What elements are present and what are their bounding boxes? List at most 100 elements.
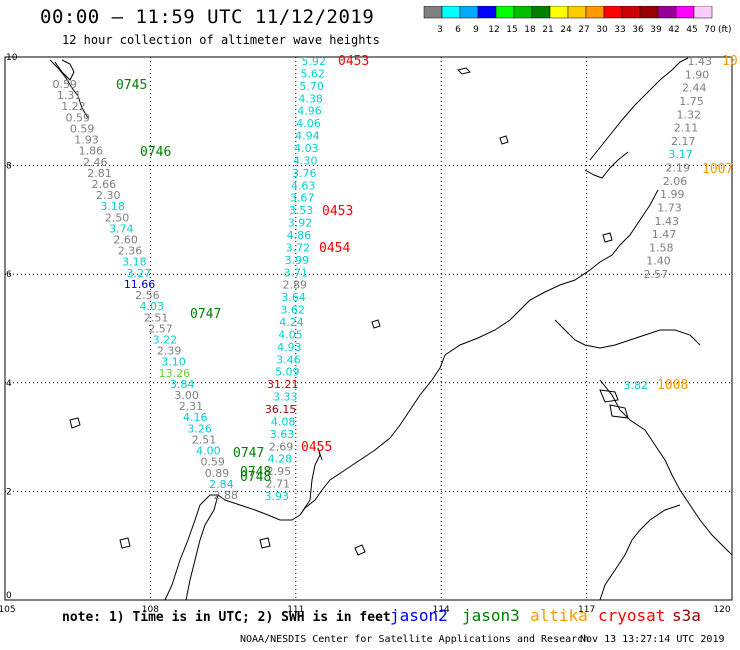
pass-time-label: 0747 bbox=[233, 446, 264, 461]
wave-height-value: 1.99 bbox=[660, 188, 685, 201]
wave-height-value: 2.60 bbox=[113, 234, 138, 247]
color-scale-unit: (ft) bbox=[718, 25, 732, 35]
wave-height-value: 1.22 bbox=[61, 100, 86, 113]
color-scale-label: 24 bbox=[560, 25, 572, 35]
color-scale-label: 30 bbox=[596, 25, 608, 35]
color-scale-label: 6 bbox=[455, 25, 461, 35]
color-scale-label: 36 bbox=[632, 25, 644, 35]
longitude-label: 114 bbox=[433, 605, 450, 615]
color-scale-label: 21 bbox=[542, 25, 553, 35]
wave-height-value: 2.51 bbox=[144, 311, 169, 324]
wave-height-value: 2.11 bbox=[674, 122, 699, 135]
wave-height-value: 2.50 bbox=[105, 211, 130, 224]
color-scale-label: 27 bbox=[578, 25, 589, 35]
wave-height-value: 3.22 bbox=[153, 333, 178, 346]
wave-height-value: 2.88 bbox=[214, 489, 239, 502]
wave-height-value: 2.51 bbox=[192, 433, 217, 446]
latitude-label: 10 bbox=[6, 53, 18, 63]
wave-height-value: 3.18 bbox=[122, 256, 147, 269]
wave-height-value: 3.74 bbox=[109, 222, 134, 235]
wave-height-value: 4.05 bbox=[278, 328, 303, 341]
color-scale-label: 12 bbox=[488, 25, 499, 35]
wave-height-value: 5.09 bbox=[275, 366, 300, 379]
wave-height-value: 4.16 bbox=[183, 411, 208, 424]
wave-height-value: 3.33 bbox=[273, 391, 298, 404]
wave-height-value: 3.92 bbox=[288, 217, 313, 230]
longitude-label: 120 bbox=[713, 605, 730, 615]
wave-height-value: 3.53 bbox=[289, 204, 314, 217]
wave-height-value: 2.71 bbox=[266, 478, 291, 491]
wave-height-value: 4.86 bbox=[287, 229, 312, 242]
map-subtitle: 12 hour collection of altimeter wave hei… bbox=[62, 33, 380, 47]
credit-line: NOAA/NESDIS Center for Satellite Applica… bbox=[240, 634, 590, 645]
wave-height-value: 2.56 bbox=[135, 289, 160, 302]
track-a-values: 0.591.311.220.590.591.931.862.462.812.66… bbox=[53, 78, 239, 502]
wave-height-value: 0.89 bbox=[205, 467, 230, 480]
wave-height-value: 3.82 bbox=[624, 379, 649, 392]
wave-height-value: 4.03 bbox=[294, 142, 319, 155]
wave-height-value: 4.94 bbox=[295, 130, 320, 143]
track-b-values: 5.925.625.704.384.964.064.944.034.303.76… bbox=[265, 55, 327, 503]
latitude-label: 2 bbox=[6, 487, 12, 497]
wave-height-value: 13.26 bbox=[159, 367, 191, 380]
wave-height-value: 4.38 bbox=[298, 92, 323, 105]
wave-height-value: 36.15 bbox=[265, 403, 297, 416]
wave-height-value: 3.18 bbox=[100, 200, 125, 213]
wave-height-value: 2.30 bbox=[96, 189, 121, 202]
wave-height-value: 4.03 bbox=[140, 300, 165, 313]
wave-height-value: 3.17 bbox=[668, 148, 693, 161]
wave-height-value: 3.76 bbox=[292, 167, 317, 180]
pass-time-label: 0455 bbox=[301, 440, 332, 455]
wave-height-value: 1.32 bbox=[677, 108, 702, 121]
wave-height-value: 4.06 bbox=[296, 117, 321, 130]
wave-height-value: 1.90 bbox=[685, 68, 710, 81]
wave-height-value: 1.58 bbox=[649, 241, 674, 254]
wave-height-value: 4.30 bbox=[293, 154, 318, 167]
longitude-label: 111 bbox=[287, 605, 304, 615]
wave-height-value: 2.46 bbox=[83, 156, 108, 169]
color-scale-label: 3 bbox=[437, 25, 443, 35]
islands bbox=[69, 67, 629, 556]
pass-time-label: 10 bbox=[722, 54, 738, 69]
pass-time-label: 1008 bbox=[657, 378, 688, 393]
pass-time-label: 0453 bbox=[322, 204, 353, 219]
wave-height-value: 3.27 bbox=[126, 267, 151, 280]
pass-time-label: 0748 bbox=[240, 465, 271, 480]
wave-height-value: 1.73 bbox=[657, 201, 682, 214]
pass-time-label: 0746 bbox=[140, 145, 171, 160]
wave-height-value: 1.47 bbox=[652, 228, 677, 241]
wave-height-value: 0.59 bbox=[70, 122, 95, 135]
wave-height-value: 2.19 bbox=[666, 162, 691, 175]
wave-height-value: 1.75 bbox=[679, 95, 704, 108]
wave-height-value: 2.57 bbox=[148, 322, 173, 335]
latitude-label: 0 bbox=[6, 591, 12, 601]
wave-height-value: 2.17 bbox=[671, 135, 696, 148]
wave-height-value: 4.93 bbox=[277, 341, 302, 354]
wave-height-value: 3.26 bbox=[187, 422, 212, 435]
wave-height-value: 2.36 bbox=[118, 245, 143, 258]
wave-height-value: 0.59 bbox=[66, 111, 91, 124]
satellite-legend-item: jason3 bbox=[462, 606, 520, 625]
wave-height-value: 2.69 bbox=[269, 440, 294, 453]
wave-height-value: 1.43 bbox=[655, 215, 680, 228]
wave-height-value: 4.00 bbox=[196, 445, 221, 458]
wave-height-value: 3.93 bbox=[265, 490, 290, 503]
latitude-label: 4 bbox=[6, 379, 12, 389]
wave-height-value: 3.63 bbox=[270, 428, 295, 441]
track-c-values: 1.431.902.441.751.322.112.173.172.192.06… bbox=[644, 55, 713, 281]
wave-height-value: 2.57 bbox=[644, 268, 669, 281]
color-scale-label: 70 bbox=[704, 25, 716, 35]
wave-height-value: 4.28 bbox=[268, 453, 293, 466]
color-scale-label: 42 bbox=[668, 25, 679, 35]
wave-height-value: 1.31 bbox=[57, 89, 82, 102]
pass-time-label: 0454 bbox=[319, 241, 350, 256]
wave-height-value: 4.63 bbox=[291, 179, 316, 192]
color-swatch bbox=[693, 6, 713, 19]
color-scale-label: 33 bbox=[614, 25, 625, 35]
pass-time-label: 0453 bbox=[338, 54, 369, 69]
wave-height-value: 1.93 bbox=[74, 134, 99, 147]
color-scale-label: 18 bbox=[524, 25, 536, 35]
generated-timestamp: Nov 13 13:27:14 UTC 2019 bbox=[580, 634, 725, 645]
map-frame bbox=[4, 56, 733, 601]
